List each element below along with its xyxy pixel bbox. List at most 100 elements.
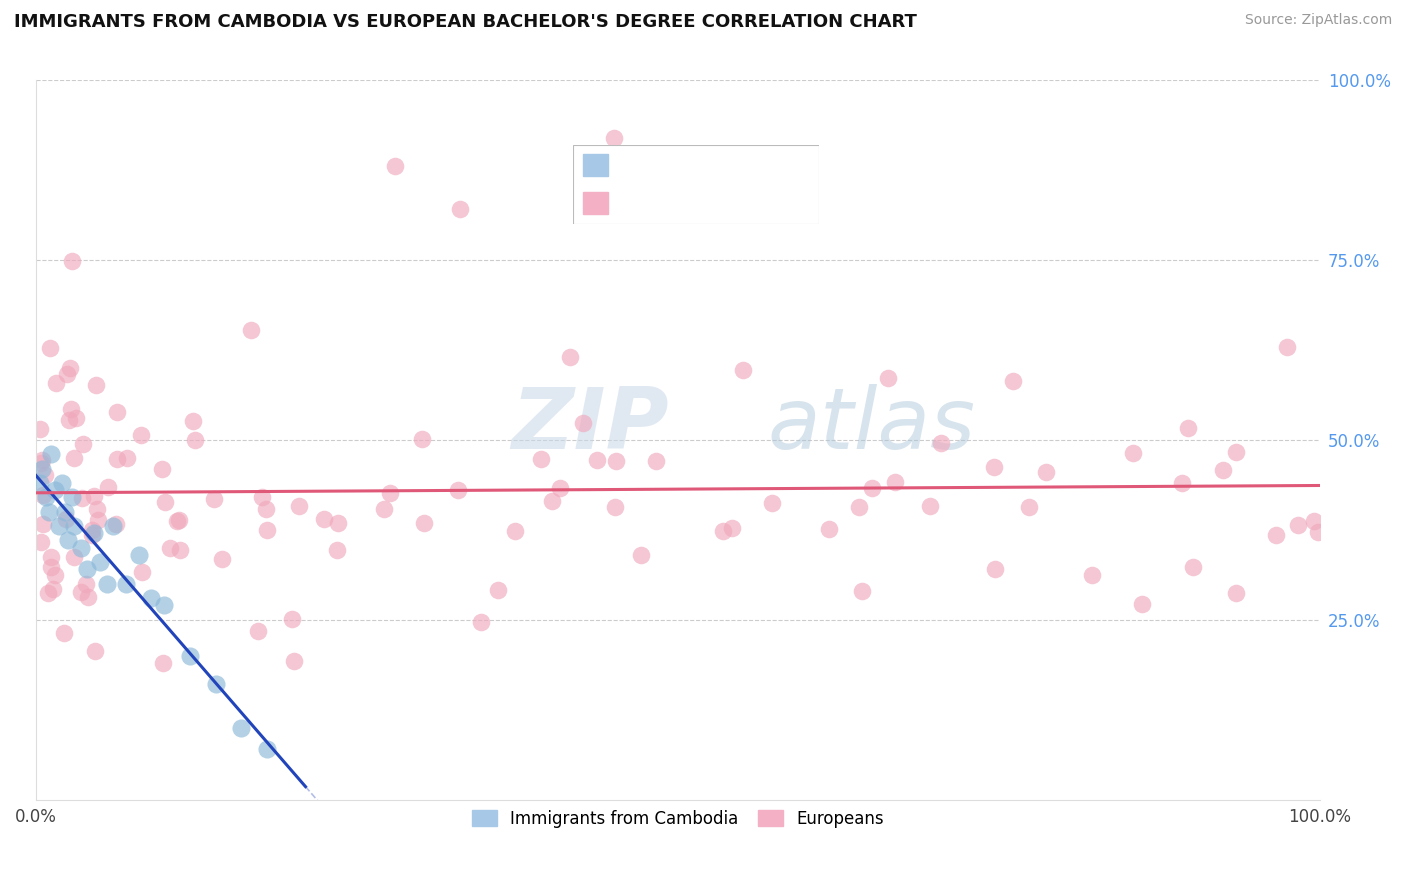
Point	[39, 549, 62, 564]
Point	[761, 496, 783, 510]
Point	[86, 502, 108, 516]
Point	[48, 519, 70, 533]
Point	[1018, 500, 1040, 514]
Point	[240, 323, 263, 337]
Point	[41, 447, 63, 461]
Point	[1212, 463, 1234, 477]
Point	[28, 475, 51, 490]
Point	[45, 376, 67, 391]
Point	[540, 493, 562, 508]
Point	[55, 512, 77, 526]
Point	[115, 451, 138, 466]
Point	[931, 435, 953, 450]
Point	[39, 342, 62, 356]
Point	[114, 576, 136, 591]
Point	[104, 516, 127, 531]
Point	[288, 499, 311, 513]
Point	[254, 501, 277, 516]
Text: 26: 26	[752, 158, 772, 172]
Point	[72, 491, 94, 505]
Point	[731, 363, 754, 377]
Point	[1177, 421, 1199, 435]
Point	[486, 583, 509, 598]
Point	[280, 612, 302, 626]
Point	[644, 454, 666, 468]
Point	[153, 599, 176, 613]
Point	[32, 488, 55, 502]
Point	[1306, 524, 1329, 539]
Point	[153, 495, 176, 509]
Point	[630, 548, 652, 562]
Point	[141, 591, 163, 605]
Point	[848, 500, 870, 514]
Point	[56, 533, 79, 548]
Point	[60, 401, 83, 416]
Point	[41, 560, 63, 574]
Point	[166, 514, 188, 528]
Point	[56, 368, 79, 382]
Point	[1170, 476, 1192, 491]
Point	[1001, 374, 1024, 388]
Point	[470, 615, 492, 630]
Point	[63, 450, 86, 465]
Point	[1122, 446, 1144, 460]
Point	[150, 462, 173, 476]
Point	[167, 513, 190, 527]
Point	[101, 519, 124, 533]
Point	[30, 456, 52, 470]
Point	[550, 481, 572, 495]
Point	[53, 626, 76, 640]
Point	[82, 528, 104, 542]
Point	[37, 585, 59, 599]
Point	[97, 480, 120, 494]
Point	[60, 491, 83, 505]
Point	[572, 416, 595, 430]
Point	[76, 562, 98, 576]
Text: -0.289: -0.289	[652, 158, 702, 172]
Point	[105, 404, 128, 418]
Point	[605, 454, 627, 468]
Point	[984, 562, 1007, 576]
Point	[605, 500, 627, 515]
Legend: Immigrants from Cambodia, Europeans: Immigrants from Cambodia, Europeans	[465, 803, 891, 834]
Text: 114: 114	[752, 195, 782, 211]
Point	[1225, 445, 1247, 459]
Point	[877, 371, 900, 385]
Point	[412, 516, 434, 531]
Point	[862, 481, 884, 495]
Point	[283, 654, 305, 668]
Point	[184, 433, 207, 447]
Point	[326, 542, 349, 557]
Point	[72, 437, 94, 451]
Point	[87, 513, 110, 527]
Point	[983, 459, 1005, 474]
Point	[38, 505, 60, 519]
Point	[128, 548, 150, 562]
Point	[70, 541, 93, 555]
Point	[34, 467, 56, 482]
Point	[31, 461, 53, 475]
Point	[503, 524, 526, 538]
Text: IMMIGRANTS FROM CAMBODIA VS EUROPEAN BACHELOR'S DEGREE CORRELATION CHART: IMMIGRANTS FROM CAMBODIA VS EUROPEAN BAC…	[14, 13, 917, 31]
Point	[1081, 568, 1104, 582]
Point	[89, 555, 111, 569]
Point	[585, 453, 607, 467]
Point	[384, 159, 406, 173]
Point	[65, 411, 87, 425]
Point	[1132, 597, 1154, 611]
Point	[58, 413, 80, 427]
Text: N =: N =	[716, 158, 749, 172]
Point	[152, 656, 174, 670]
Point	[250, 490, 273, 504]
Point	[211, 551, 233, 566]
Point	[256, 742, 278, 756]
Text: ZIP: ZIP	[510, 384, 668, 467]
Point	[1225, 586, 1247, 600]
Point	[42, 582, 65, 596]
Point	[202, 491, 225, 506]
Point	[204, 677, 226, 691]
Point	[82, 524, 104, 538]
Point	[31, 516, 53, 531]
Point	[918, 499, 941, 513]
Point	[63, 549, 86, 564]
